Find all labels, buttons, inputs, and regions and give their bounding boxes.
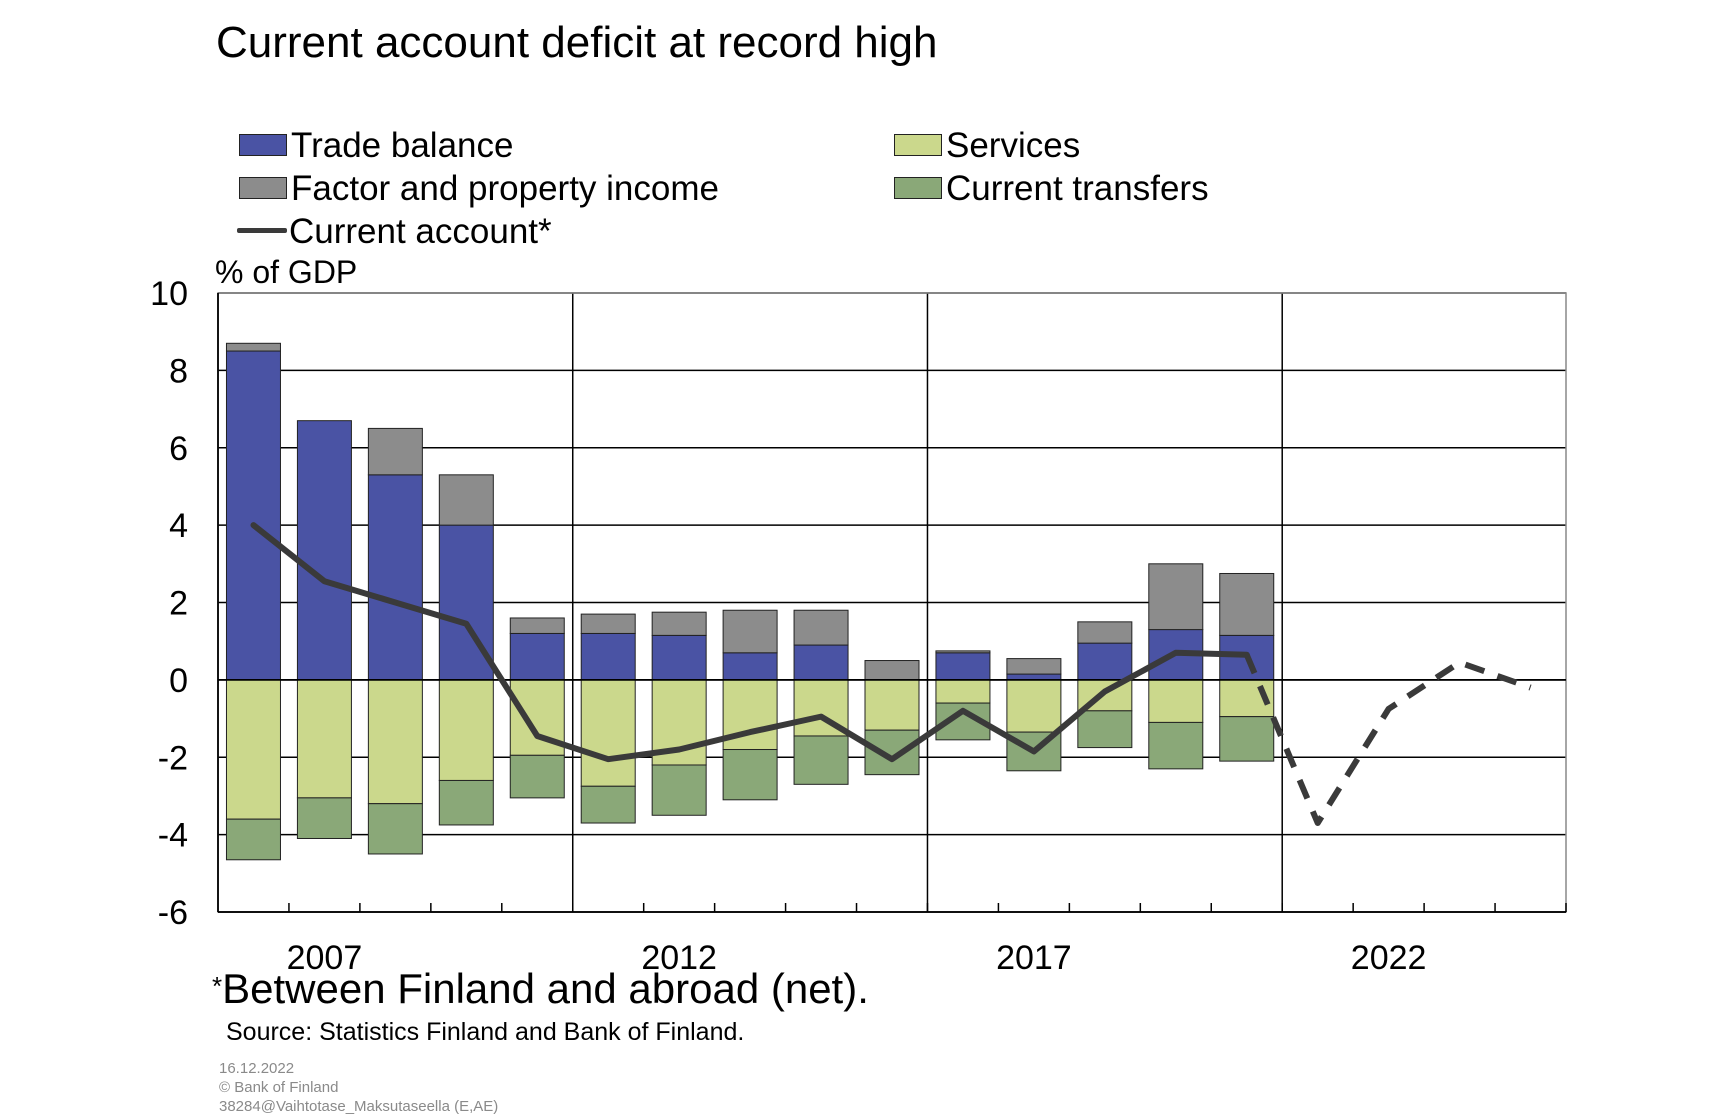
legend-label-current-account: Current account* (289, 212, 552, 251)
bar-segment (1077, 642, 1133, 681)
bar-segment (438, 474, 494, 526)
x-tick-label: 2012 (641, 939, 717, 977)
legend-swatch-current-account (237, 228, 287, 234)
bar-segment (722, 652, 778, 681)
bar-segment (722, 609, 778, 654)
bar-segment (580, 785, 636, 824)
bar-segment (935, 679, 991, 704)
bar-segment (367, 679, 423, 805)
bar-segment (580, 613, 636, 634)
legend-current-account: Current account* (237, 212, 552, 252)
bar-segment (1219, 716, 1275, 762)
bar-segment (509, 632, 565, 681)
bar-segment (225, 818, 281, 861)
current-account-forecast-line (1243, 653, 1532, 827)
bar-segment (651, 764, 707, 816)
legend-label-trade-balance: Trade balance (291, 126, 514, 165)
bar-segment (296, 679, 352, 799)
bar-segment (1148, 679, 1204, 723)
bar-segment (1006, 658, 1062, 675)
copyright-note: © Bank of Finland (219, 1079, 339, 1096)
bar-segment (935, 652, 991, 681)
footnote-text: Between Finland and abroad (net). (222, 965, 869, 1012)
x-tick-label: 2007 (287, 939, 363, 977)
bar-segment (864, 660, 920, 681)
y-axis-unit-label: % of GDP (215, 254, 358, 290)
bar-segment (225, 342, 281, 352)
y-tick-label: 8 (169, 352, 188, 390)
current-account-line (250, 522, 1250, 763)
bar-segment (367, 474, 423, 681)
bar-segment (367, 803, 423, 855)
source-note: Source: Statistics Finland and Bank of F… (226, 1018, 745, 1046)
publication-date: 16.12.2022 (219, 1060, 295, 1077)
bar-segment (1148, 563, 1204, 631)
legend-label-factor-income: Factor and property income (291, 169, 719, 208)
x-tick-label: 2017 (996, 939, 1072, 977)
bar-segment (509, 754, 565, 799)
bar-segment (225, 679, 281, 820)
bar-segment (793, 735, 849, 785)
y-tick-label: 2 (169, 585, 188, 623)
y-tick-label: 10 (150, 275, 188, 313)
bar-segment (580, 632, 636, 681)
y-tick-label: 0 (169, 662, 188, 700)
y-tick-label: -6 (158, 894, 188, 932)
legend-trade-balance: Trade balance (239, 126, 513, 166)
bar-segment (438, 779, 494, 826)
legend-swatch-current-transfers (894, 176, 942, 199)
bar-segment (1077, 710, 1133, 749)
footnote-marker: * (212, 971, 223, 1001)
bar-segment (580, 679, 636, 787)
y-tick-label: -2 (158, 739, 188, 777)
bar-segment (793, 644, 849, 681)
bar-segment (722, 749, 778, 801)
footnote: *Between Finland and abroad (net). (212, 965, 869, 1013)
legend-swatch-services (894, 133, 942, 156)
bar-segment (1006, 679, 1062, 733)
legend-factor-income: Factor and property income (239, 169, 719, 209)
bar-segment (296, 797, 352, 839)
chart-title: Current account deficit at record high (216, 18, 938, 67)
legend-label-services: Services (946, 126, 1081, 165)
y-tick-label: 4 (169, 507, 188, 545)
bar-segment (864, 679, 920, 731)
bar-segment (1219, 572, 1275, 636)
bar-segment (935, 650, 991, 654)
bar-segment (1077, 621, 1133, 644)
bar-segment (651, 611, 707, 636)
bar-segment (793, 609, 849, 646)
legend-swatch-factor-income (239, 176, 287, 199)
legend-current-transfers: Current transfers (894, 169, 1209, 209)
bar-segment (1148, 721, 1204, 770)
bar-segment (509, 617, 565, 634)
y-tick-label: 6 (169, 430, 188, 468)
legend-services: Services (894, 126, 1080, 166)
bar-segment (864, 729, 920, 776)
bar-segment (438, 679, 494, 781)
bar-segment (296, 420, 352, 681)
y-tick-label: -4 (158, 817, 188, 855)
chart-id: 38284@Vaihtotase_Maksutaseella (E,AE) (219, 1098, 499, 1115)
legend-swatch-trade-balance (239, 133, 287, 156)
x-tick-label: 2022 (1351, 939, 1427, 977)
bar-segment (367, 427, 423, 476)
legend-label-current-transfers: Current transfers (946, 169, 1209, 208)
bar-segment (651, 634, 707, 681)
bar-segment (225, 350, 281, 681)
